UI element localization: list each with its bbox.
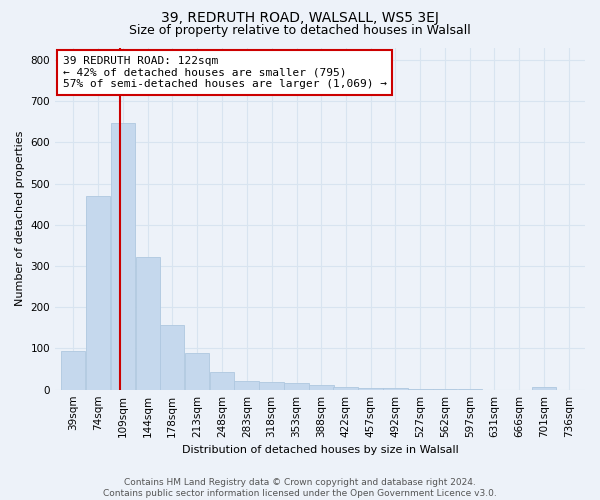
Text: 39, REDRUTH ROAD, WALSALL, WS5 3EJ: 39, REDRUTH ROAD, WALSALL, WS5 3EJ bbox=[161, 11, 439, 25]
Y-axis label: Number of detached properties: Number of detached properties bbox=[15, 131, 25, 306]
Bar bbox=[111, 122, 135, 390]
Text: Size of property relative to detached houses in Walsall: Size of property relative to detached ho… bbox=[129, 24, 471, 37]
Bar bbox=[284, 384, 309, 390]
Bar bbox=[309, 384, 334, 390]
Bar bbox=[235, 380, 259, 390]
Bar bbox=[86, 196, 110, 390]
Bar bbox=[185, 354, 209, 390]
Bar bbox=[532, 387, 556, 390]
Bar bbox=[334, 387, 358, 390]
X-axis label: Distribution of detached houses by size in Walsall: Distribution of detached houses by size … bbox=[182, 445, 458, 455]
Bar bbox=[136, 257, 160, 390]
Bar bbox=[408, 389, 433, 390]
Bar bbox=[61, 350, 85, 390]
Bar bbox=[160, 324, 184, 390]
Bar bbox=[383, 388, 407, 390]
Bar bbox=[209, 372, 234, 390]
Text: 39 REDRUTH ROAD: 122sqm
← 42% of detached houses are smaller (795)
57% of semi-d: 39 REDRUTH ROAD: 122sqm ← 42% of detache… bbox=[63, 56, 387, 89]
Bar bbox=[358, 388, 383, 390]
Bar bbox=[259, 382, 284, 390]
Text: Contains HM Land Registry data © Crown copyright and database right 2024.
Contai: Contains HM Land Registry data © Crown c… bbox=[103, 478, 497, 498]
